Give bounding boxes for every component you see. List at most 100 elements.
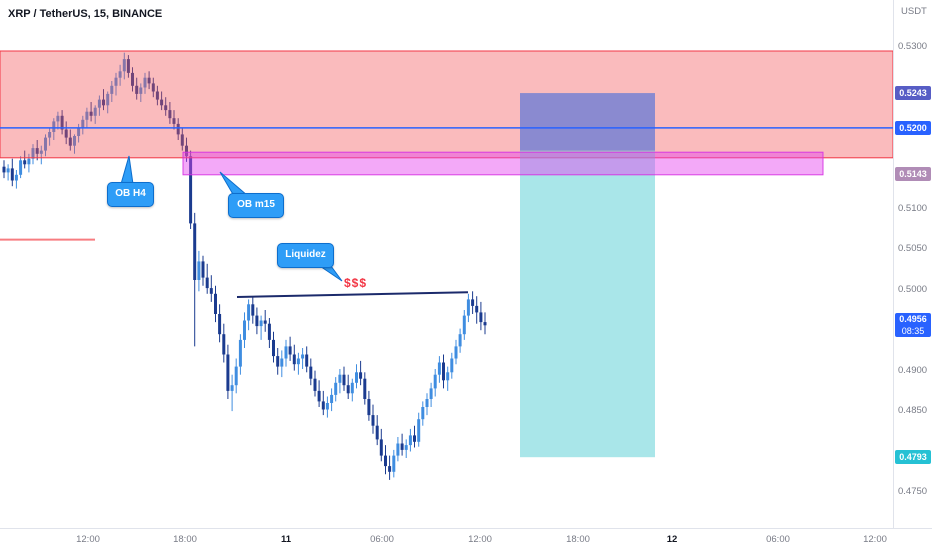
chart-canvas[interactable] — [0, 0, 893, 528]
candle-body — [201, 261, 205, 278]
candle-body — [44, 137, 47, 151]
candle-body — [292, 354, 296, 365]
candle-body — [31, 148, 35, 159]
candle-body — [243, 320, 246, 340]
ob-m15-zone-pink[interactable] — [182, 151, 824, 176]
candle-body — [193, 223, 197, 280]
candle-body — [2, 166, 6, 173]
candle-body — [433, 374, 437, 389]
candle-body — [355, 372, 358, 383]
candle-body — [379, 439, 383, 456]
candle-body — [89, 111, 93, 116]
candle-body — [272, 339, 275, 357]
candle-body — [450, 358, 454, 373]
candle-body — [342, 374, 346, 386]
price-axis-label: 0.4750 — [898, 486, 928, 497]
candle-body — [185, 145, 188, 157]
candle-body — [284, 346, 288, 359]
target-box-teal[interactable] — [520, 93, 655, 458]
candle-body — [35, 148, 39, 154]
candle-body — [176, 123, 180, 135]
candle-body — [48, 132, 52, 138]
price-axis-label: 0.5100 — [898, 202, 928, 214]
entry-box-purple[interactable] — [520, 93, 655, 151]
candle-body — [14, 174, 18, 181]
price-axis-label: 0.5300 — [898, 41, 928, 52]
candle-body — [330, 394, 334, 403]
candle-body — [317, 390, 321, 402]
candle-body — [131, 72, 134, 86]
candle-body — [73, 136, 76, 146]
candle-body — [288, 346, 292, 355]
candle-body — [122, 59, 126, 72]
candle-body — [458, 334, 462, 347]
candle-body — [396, 443, 400, 456]
candle-body — [259, 320, 263, 327]
candle-body — [118, 71, 122, 78]
candle-body — [147, 77, 151, 84]
price-badge-0.5143: 0.5143 — [895, 167, 931, 181]
liquidity-trendline[interactable] — [236, 291, 469, 298]
supply-zone-red[interactable] — [0, 50, 893, 159]
time-axis-label: 12 — [666, 534, 678, 545]
candle-body — [189, 156, 193, 224]
candle-body — [367, 399, 371, 416]
candle-body — [218, 314, 222, 335]
candle-body — [321, 401, 325, 410]
candle-body — [230, 385, 234, 391]
candle-body — [255, 315, 259, 327]
time-axis-label: 06:00 — [370, 534, 394, 545]
price-axis[interactable]: USDT 0.5300 0.5100 0.5050 0.5000 0.4900 0.485… — [893, 0, 932, 528]
candle-body — [19, 160, 23, 175]
candle-body — [197, 261, 201, 280]
candle-body — [446, 372, 450, 381]
candle-body — [421, 407, 425, 420]
callout-ob-h4[interactable]: OB H4 — [107, 182, 154, 207]
candle-body — [180, 134, 184, 146]
candle-body — [392, 455, 396, 472]
candle-body — [363, 378, 367, 399]
time-axis-label: 12:00 — [76, 534, 100, 545]
callout-liquidez[interactable]: Liquidez — [277, 243, 334, 268]
candle-body — [325, 403, 329, 410]
candle-body — [10, 168, 14, 181]
candle-body — [483, 322, 487, 326]
liquidity-dollars-label[interactable]: $$$ — [344, 276, 368, 290]
callout-tail — [120, 155, 134, 185]
candle-body — [68, 137, 72, 146]
candle-body — [56, 115, 60, 122]
candle-body — [334, 382, 338, 395]
price-badge-0.4956: 0.4956 08:35 — [895, 313, 931, 338]
candle-body — [338, 374, 342, 383]
chart-plot-area[interactable]: $$$ OB H4 OB m15 Liquidez — [0, 0, 893, 528]
candle-body — [214, 293, 217, 314]
candle-body — [247, 304, 251, 321]
candle-body — [280, 358, 284, 367]
candle-body — [160, 99, 164, 106]
candle-body — [139, 87, 143, 94]
candle-body — [238, 339, 242, 367]
bar-countdown: 08:35 — [901, 326, 925, 337]
price-axis-label: 0.5050 — [898, 243, 928, 255]
candle-body — [371, 415, 375, 426]
candle-body — [60, 115, 64, 130]
candle-body — [313, 378, 317, 391]
candle-body — [296, 358, 300, 365]
time-axis[interactable]: 12:00 18:00 11 06:00 12:00 18:00 12 06:00 12:00 — [0, 528, 932, 550]
candle-body — [52, 121, 56, 132]
time-axis-label: 18:00 — [566, 534, 590, 545]
candle-body — [350, 382, 354, 394]
candle-body — [106, 93, 110, 106]
callout-ob-m15[interactable]: OB m15 — [228, 193, 284, 218]
time-axis-label: 12:00 — [468, 534, 492, 545]
symbol-title[interactable]: XRP / TetherUS, 15, BINANCE — [8, 8, 163, 20]
candle-body — [77, 127, 81, 136]
candle-body — [471, 299, 475, 306]
candle-body — [39, 150, 43, 154]
candle-body — [276, 356, 280, 367]
candle-body — [263, 320, 267, 324]
candle-body — [234, 366, 238, 386]
candle-body — [454, 346, 458, 359]
candle-body — [425, 399, 429, 407]
